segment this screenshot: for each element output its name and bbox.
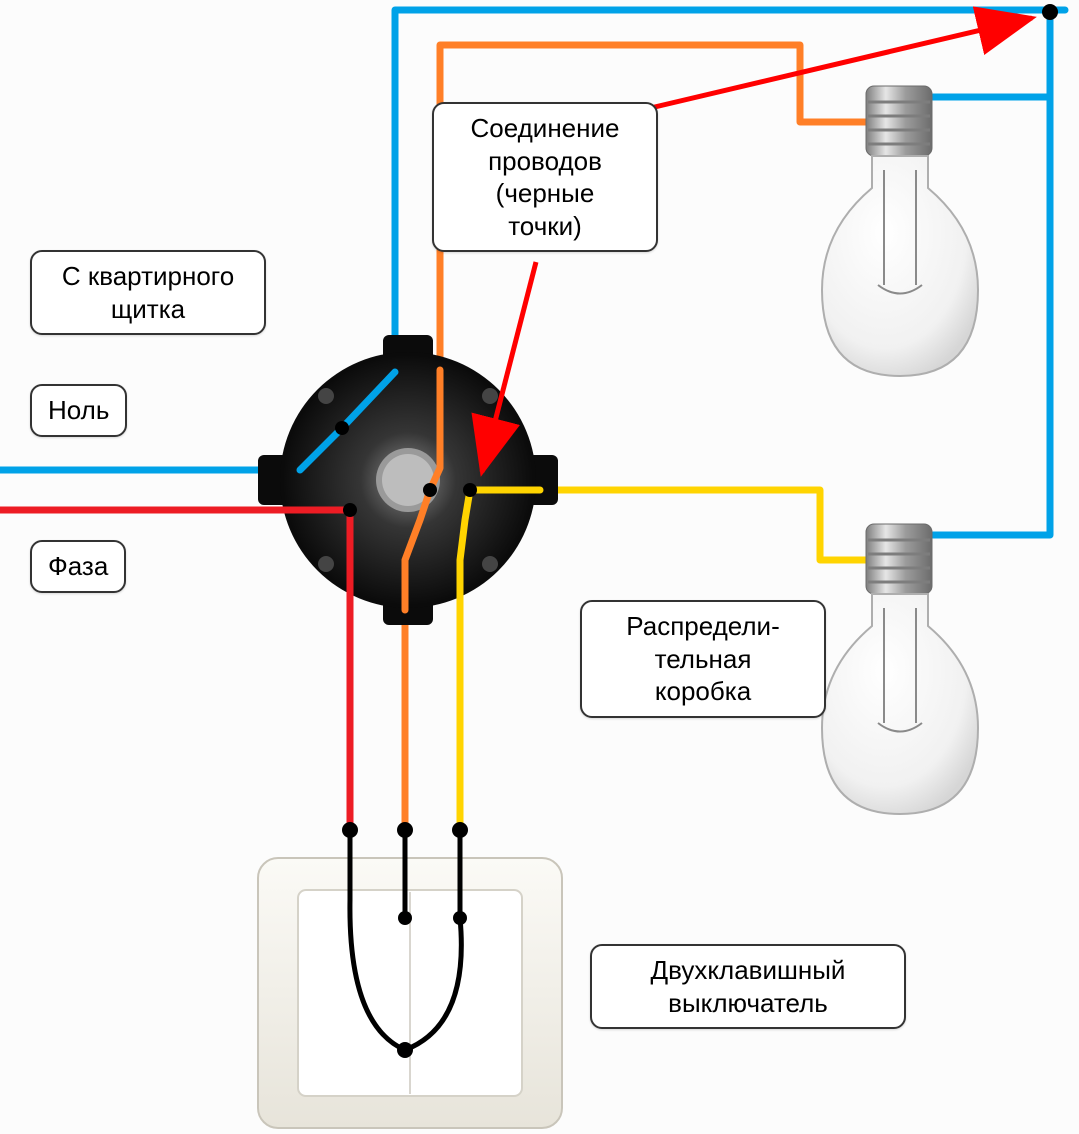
arrow-top	[642, 18, 1032, 110]
junction-box	[258, 335, 558, 625]
wire-orange-down	[405, 490, 430, 825]
bulb-2	[822, 524, 978, 814]
diagram-canvas: С квартирногощитка Ноль Фаза Соединениеп…	[0, 0, 1079, 1134]
bulb-1	[822, 86, 978, 376]
label-phase: Фаза	[30, 540, 126, 593]
wire-neutral-bulb2	[933, 10, 1050, 535]
label-panel: С квартирногощитка	[30, 250, 266, 335]
connection-dots	[335, 4, 1058, 517]
wire-yellow-right	[470, 490, 868, 560]
label-neutral: Ноль	[30, 384, 127, 437]
switch	[258, 822, 562, 1128]
label-junction-box: Распредели-тельнаякоробка	[580, 600, 826, 718]
label-switch: Двухклавишныйвыключатель	[590, 944, 906, 1029]
wire-neutral-bulb1	[933, 10, 1050, 97]
label-junction-dots: Соединениепроводов(черныеточки)	[432, 102, 658, 252]
wire-yellow-down	[460, 490, 470, 825]
arrow-box	[482, 262, 536, 472]
